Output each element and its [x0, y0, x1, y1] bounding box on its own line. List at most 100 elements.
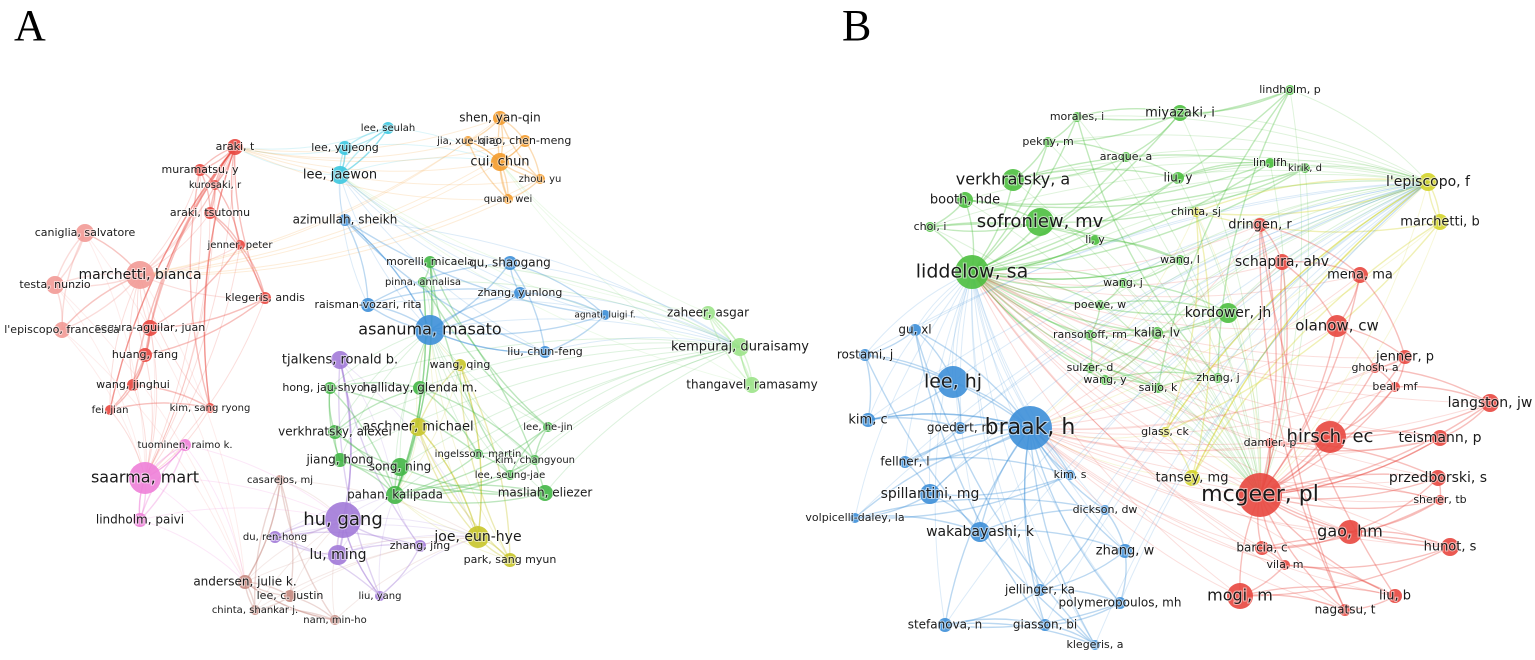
edge: [1179, 89, 1291, 114]
node-label: wakabayashi, k: [926, 524, 1035, 540]
edge: [1044, 602, 1121, 626]
node-label: rostami, j: [837, 348, 893, 362]
edge: [149, 146, 236, 329]
node-label: nam, min-ho: [303, 615, 367, 626]
node: [850, 513, 860, 523]
edge: [394, 453, 479, 496]
node: [1065, 470, 1075, 480]
edge: [234, 146, 266, 299]
node: [1121, 152, 1131, 162]
edge: [1039, 167, 1306, 224]
node: [325, 502, 361, 538]
edge: [429, 329, 511, 561]
node-label: hu, gang: [303, 509, 383, 530]
edge: [1259, 261, 1288, 496]
edge: [139, 117, 501, 276]
edge: [189, 169, 211, 409]
node: [1172, 105, 1188, 121]
node-label: tuominen, raimo k.: [137, 440, 232, 451]
edge: [339, 359, 421, 547]
node-label: sulzer, d: [1067, 361, 1114, 374]
edge: [334, 536, 479, 621]
node-label: zhang, yunlong: [478, 286, 563, 299]
edge: [329, 381, 421, 389]
node: [1419, 173, 1437, 191]
edge: [854, 498, 1106, 519]
edge: [1191, 181, 1429, 479]
edge: [1029, 427, 1121, 604]
edge: [394, 346, 741, 496]
edge: [429, 329, 479, 455]
node: [269, 531, 281, 543]
node-label: lee, yujeong: [311, 141, 379, 154]
edge: [959, 271, 981, 533]
edge: [971, 271, 1396, 388]
edge: [509, 262, 741, 348]
edge: [1195, 178, 1429, 213]
edge: [955, 271, 973, 429]
edge: [144, 184, 216, 479]
node-label: saijo, k: [1139, 381, 1178, 394]
edge: [964, 162, 1429, 201]
edge: [1195, 211, 1441, 233]
edge: [132, 384, 211, 409]
edge: [338, 359, 381, 597]
edge: [1217, 181, 1429, 379]
node: [1118, 544, 1132, 558]
node: [330, 615, 340, 625]
edge: [139, 274, 266, 299]
edge: [971, 271, 1071, 476]
node-label: pekny, m: [1022, 135, 1073, 148]
edge: [234, 140, 526, 163]
edge: [1156, 181, 1429, 334]
edge: [854, 515, 981, 533]
edge: [339, 459, 546, 495]
edge: [429, 261, 511, 476]
edge: [394, 387, 421, 496]
edge: [339, 174, 753, 386]
edge: [230, 146, 241, 246]
edge: [1195, 181, 1429, 216]
edge: [1269, 442, 1439, 479]
edge: [1259, 224, 1277, 496]
edge: [234, 127, 389, 150]
edge: [399, 466, 546, 495]
edge: [1039, 588, 1121, 604]
edge: [344, 219, 546, 353]
node: [537, 485, 553, 501]
node-label: poewe, w: [1074, 298, 1126, 311]
node-label: gao, hm: [1317, 522, 1383, 541]
node: [503, 256, 517, 270]
node: [133, 513, 147, 527]
edge: [139, 274, 246, 583]
edge: [1029, 427, 1441, 503]
node-label: kurosaki, r: [189, 180, 242, 191]
node: [250, 605, 260, 615]
edge: [234, 140, 469, 159]
edge: [854, 181, 1429, 519]
node-label: araki, t: [216, 140, 255, 153]
edge: [854, 474, 1071, 520]
edge: [1284, 546, 1451, 569]
edge: [459, 364, 511, 561]
node-label: jiang, hong: [305, 453, 373, 467]
edge: [1284, 564, 1396, 597]
edge: [1012, 156, 1127, 181]
node: [1085, 363, 1095, 373]
node: [338, 141, 352, 155]
node-label: agnati, luigi f.: [574, 311, 635, 321]
node: [1285, 85, 1295, 95]
node-label: mogi, m: [1207, 586, 1273, 605]
edge: [337, 534, 479, 556]
node-label: gu, xl: [898, 323, 931, 337]
node-label: kim, changyoun: [495, 455, 575, 466]
edge: [1039, 173, 1429, 223]
edge: [1164, 211, 1199, 433]
node: [859, 349, 871, 361]
node: [129, 462, 161, 494]
edge: [1394, 385, 1491, 404]
edge: [367, 288, 521, 306]
node: [386, 486, 404, 504]
node-label: tjalkens, ronald b.: [282, 353, 398, 368]
node-label: liu, yang: [359, 591, 402, 602]
